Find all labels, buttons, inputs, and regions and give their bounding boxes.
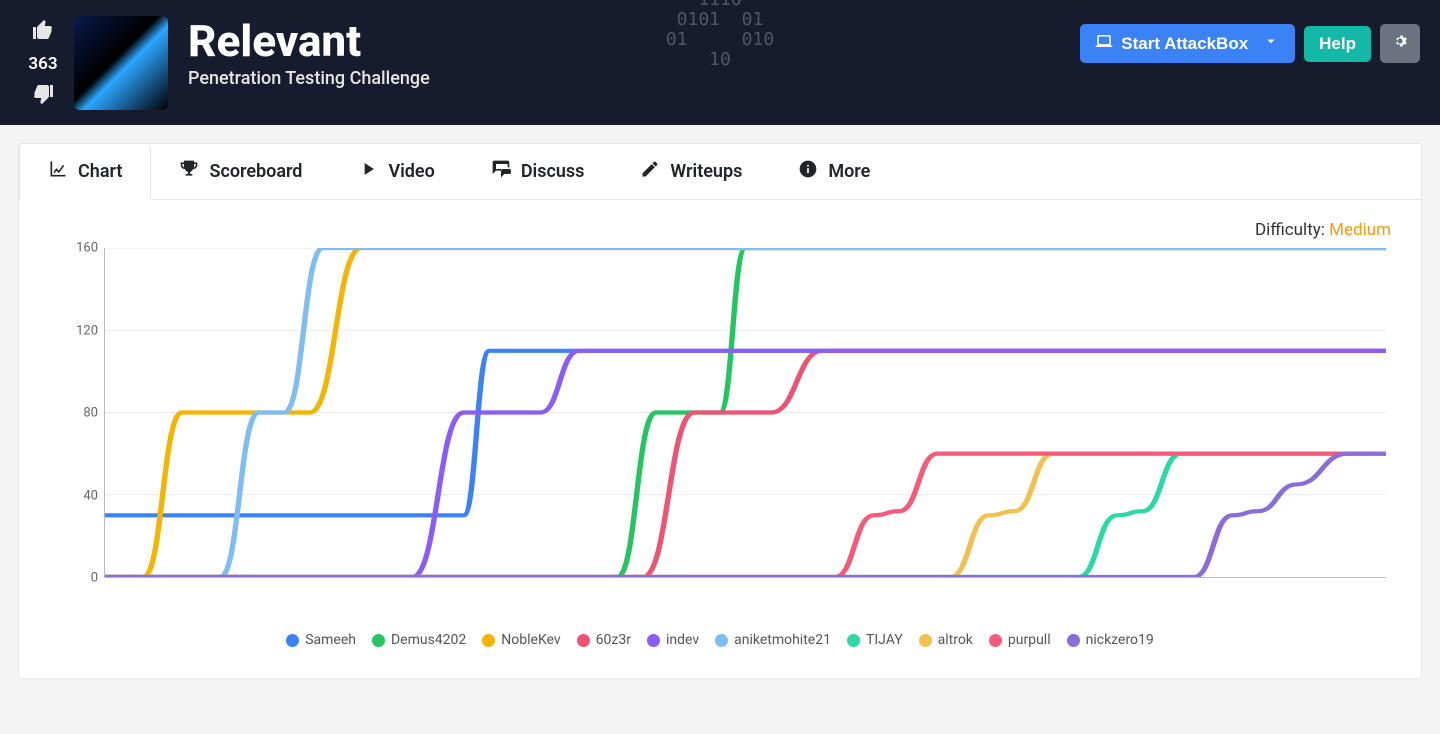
- legend-label: nickzero19: [1086, 632, 1154, 648]
- caret-down-icon: [1262, 32, 1280, 55]
- legend-item[interactable]: aniketmohite21: [715, 632, 831, 648]
- chart-line-icon: [48, 159, 68, 184]
- chart-legend: Sameeh Demus4202 NobleKev 60z3r indev aniketm…: [49, 632, 1391, 648]
- legend-item[interactable]: Sameeh: [286, 632, 356, 648]
- tab-label: Writeups: [670, 161, 742, 182]
- difficulty-prefix: Difficulty:: [1255, 220, 1329, 240]
- info-icon: [798, 159, 818, 184]
- tab-video[interactable]: Video: [330, 144, 462, 199]
- legend-label: purpull: [1008, 632, 1051, 648]
- y-tick: 120: [76, 323, 98, 338]
- comments-icon: [491, 159, 511, 184]
- legend-dot: [1067, 634, 1080, 647]
- y-tick: 80: [83, 406, 98, 421]
- y-tick: 40: [83, 488, 98, 503]
- legend-label: Sameeh: [305, 632, 356, 648]
- legend-item[interactable]: purpull: [989, 632, 1051, 648]
- legend-item[interactable]: 60z3r: [577, 632, 631, 648]
- tab-label: Video: [388, 161, 434, 182]
- legend-item[interactable]: indev: [647, 632, 699, 648]
- room-image: [74, 16, 168, 110]
- legend-item[interactable]: nickzero19: [1067, 632, 1154, 648]
- legend-dot: [286, 634, 299, 647]
- legend-dot: [482, 634, 495, 647]
- thumbs-down-icon[interactable]: [31, 82, 55, 110]
- legend-dot: [372, 634, 385, 647]
- tab-chart[interactable]: Chart: [19, 143, 151, 200]
- tab-label: Chart: [78, 161, 122, 182]
- legend-label: indev: [666, 632, 699, 648]
- legend-dot: [715, 634, 728, 647]
- legend-dot: [577, 634, 590, 647]
- tab-scoreboard[interactable]: Scoreboard: [151, 144, 330, 199]
- help-button[interactable]: Help: [1304, 26, 1371, 62]
- legend-label: 60z3r: [596, 632, 631, 648]
- legend-item[interactable]: Demus4202: [372, 632, 466, 648]
- play-icon: [358, 159, 378, 184]
- difficulty-label: Difficulty: Medium: [49, 220, 1391, 240]
- legend-label: NobleKev: [501, 632, 560, 648]
- legend-label: altrok: [938, 632, 973, 648]
- legend-label: aniketmohite21: [734, 632, 831, 648]
- tab-more[interactable]: More: [770, 144, 898, 199]
- tab-bar: Chart Scoreboard Video Discuss Writeups More: [19, 144, 1421, 200]
- trophy-icon: [179, 159, 199, 184]
- score-chart: 04080120160: [49, 248, 1391, 618]
- tab-discuss[interactable]: Discuss: [463, 144, 613, 199]
- start-attackbox-button[interactable]: Start AttackBox: [1080, 24, 1295, 63]
- vote-count: 363: [28, 54, 57, 74]
- room-subtitle: Penetration Testing Challenge: [188, 68, 430, 89]
- header-bg-text: 1110 0101 01 01 010 10: [666, 0, 774, 70]
- legend-dot: [989, 634, 1002, 647]
- legend-label: TIJAY: [866, 632, 903, 648]
- legend-dot: [919, 634, 932, 647]
- settings-button[interactable]: [1380, 24, 1420, 63]
- tab-label: Discuss: [521, 161, 585, 182]
- legend-item[interactable]: TIJAY: [847, 632, 903, 648]
- start-attackbox-label: Start AttackBox: [1121, 34, 1248, 54]
- y-tick: 160: [76, 241, 98, 256]
- tab-label: Scoreboard: [209, 161, 302, 182]
- thumbs-up-icon[interactable]: [31, 18, 55, 46]
- help-label: Help: [1319, 34, 1356, 54]
- legend-label: Demus4202: [391, 632, 466, 648]
- tab-label: More: [828, 161, 870, 182]
- legend-dot: [647, 634, 660, 647]
- legend-item[interactable]: NobleKev: [482, 632, 560, 648]
- y-tick: 0: [91, 571, 98, 586]
- legend-item[interactable]: altrok: [919, 632, 973, 648]
- difficulty-level: Medium: [1329, 220, 1391, 240]
- laptop-icon: [1095, 32, 1113, 55]
- gear-icon: [1391, 32, 1409, 55]
- legend-dot: [847, 634, 860, 647]
- room-title: Relevant: [188, 18, 430, 64]
- tab-writeups[interactable]: Writeups: [612, 144, 770, 199]
- pen-icon: [640, 159, 660, 184]
